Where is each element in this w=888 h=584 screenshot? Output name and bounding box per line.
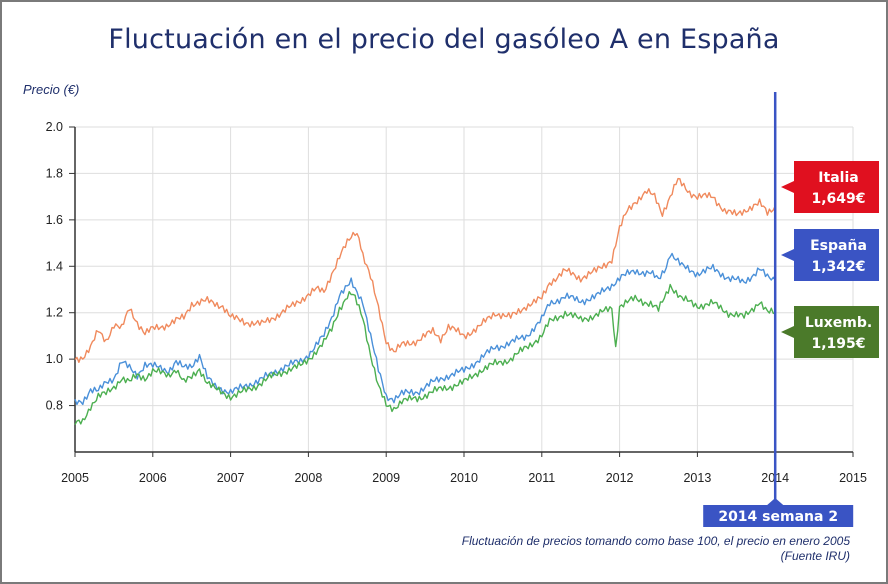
y-tick-label: 0.8 [46, 399, 63, 413]
series-line-1 [74, 252, 776, 406]
tag-name-0: Italia [818, 170, 858, 186]
week-marker: 2014 semana 2 [703, 92, 854, 527]
x-tick-label: 2011 [528, 471, 555, 485]
x-tick-label: 2005 [61, 471, 89, 485]
marker-label: 2014 semana 2 [718, 509, 838, 525]
axes: 2005200620072008200920102011201220132014… [46, 120, 867, 485]
y-tick-label: 1.4 [46, 259, 63, 273]
x-tick-label: 2009 [372, 471, 400, 485]
x-tick-label: 2012 [606, 471, 634, 485]
series-lines [74, 177, 776, 426]
chart-title: Fluctuación en el precio del gasóleo A e… [108, 24, 780, 55]
y-tick-label: 2.0 [46, 120, 63, 134]
x-tick-label: 2008 [294, 471, 322, 485]
series-line-2 [74, 283, 776, 426]
footnote-line-1: Fluctuación de precios tomando como base… [461, 534, 850, 548]
series-line-0 [74, 177, 776, 363]
value-tags: Italia 1,649€ España 1,342€ Luxemb. 1,195€ [781, 161, 879, 358]
y-tick-label: 1.6 [46, 213, 63, 227]
x-tick-label: 2010 [450, 471, 478, 485]
footnote-line-2: (Fuente IRU) [780, 549, 850, 563]
y-tick-label: 1.0 [46, 352, 63, 366]
y-tick-label: 1.8 [46, 166, 63, 180]
tag-0 [781, 161, 879, 213]
tag-2 [781, 306, 879, 358]
footnote: Fluctuación de precios tomando como base… [462, 534, 850, 564]
x-tick-label: 2015 [839, 471, 867, 485]
tag-name-1: España [810, 238, 867, 254]
tag-value-0: 1,649€ [811, 191, 865, 207]
x-tick-label: 2006 [139, 471, 167, 485]
tag-name-2: Luxemb. [805, 315, 872, 331]
grid-lines [74, 126, 854, 452]
x-tick-label: 2007 [217, 471, 245, 485]
marker-label-box [703, 498, 854, 527]
tag-value-2: 1,195€ [811, 336, 865, 352]
tag-1 [781, 229, 879, 281]
y-tick-label: 1.2 [46, 306, 63, 320]
y-axis-label: Precio (€) [23, 82, 80, 97]
x-tick-label: 2013 [683, 471, 711, 485]
tag-value-1: 1,342€ [811, 259, 865, 275]
